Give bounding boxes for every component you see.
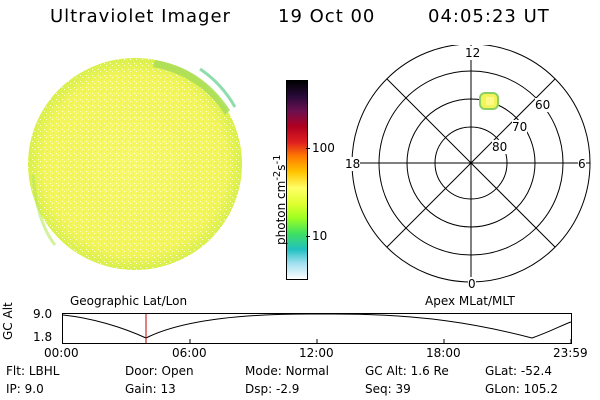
disk-limb-glow bbox=[153, 60, 230, 115]
info-ip: IP: 9.0 bbox=[6, 382, 44, 396]
info-gain: Gain: 13 bbox=[125, 382, 176, 396]
timeline-left-title: Geographic Lat/Lon bbox=[70, 294, 188, 308]
info-dsp: Dsp: -2.9 bbox=[245, 382, 300, 396]
info-mode: Mode: Normal bbox=[245, 364, 329, 378]
mlat-label-80: 80 bbox=[492, 140, 508, 154]
mlt-label-6: 6 bbox=[578, 157, 586, 171]
xtick-2359: 23:59 bbox=[553, 346, 588, 360]
info-door: Door: Open bbox=[125, 364, 194, 378]
info-glat: GLat: -52.4 bbox=[485, 364, 552, 378]
xtick-1200: 12:00 bbox=[299, 346, 334, 360]
timeline-ytick-1: 1.8 bbox=[33, 330, 53, 344]
mlt-label-12: 12 bbox=[465, 46, 481, 60]
timeline-right-title: Apex MLat/MLT bbox=[425, 294, 515, 308]
time-label: 04:05:23 UT bbox=[428, 6, 550, 27]
info-gc-alt: GC Alt: 1.6 Re bbox=[365, 364, 449, 378]
xtick-0000: 00:00 bbox=[44, 346, 79, 360]
mlt-label-18: 18 bbox=[345, 157, 361, 171]
timeline-y-label: GC Alt bbox=[1, 302, 15, 340]
info-glon: GLon: 105.2 bbox=[485, 382, 558, 396]
xtick-1800: 18:00 bbox=[426, 346, 461, 360]
date-label: 19 Oct 00 bbox=[278, 6, 376, 27]
timeline-plot bbox=[62, 313, 572, 344]
mlat-label-70: 70 bbox=[512, 120, 528, 134]
instrument-title: Ultraviolet Imager bbox=[50, 6, 231, 27]
info-flt: Flt: LBHL bbox=[6, 364, 60, 378]
earth-disk-image bbox=[28, 58, 242, 270]
polar-plot bbox=[351, 45, 591, 283]
xtick-0600: 06:00 bbox=[172, 346, 207, 360]
mlat-label-60: 60 bbox=[535, 98, 551, 112]
colorbar-unit-label: photon cm-2s-1 bbox=[272, 154, 288, 245]
mlt-label-0: 0 bbox=[468, 277, 476, 291]
info-seq: Seq: 39 bbox=[365, 382, 411, 396]
timeline-ytick-9: 9.0 bbox=[33, 307, 53, 321]
colorbar-tick-100: 100 bbox=[312, 141, 335, 155]
altitude-curve bbox=[62, 313, 572, 339]
colorbar bbox=[286, 80, 308, 280]
colorbar-tick-10: 10 bbox=[312, 229, 328, 243]
